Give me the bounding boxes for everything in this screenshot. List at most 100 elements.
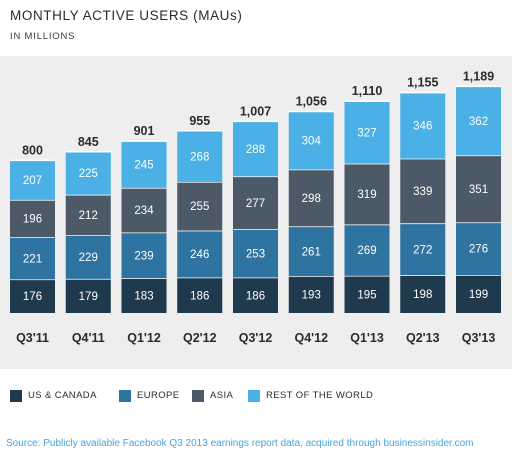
bar-segment bbox=[456, 86, 501, 156]
segment-value-label: 298 bbox=[302, 193, 321, 205]
category-tick-label: Q4'12 bbox=[294, 331, 328, 345]
bar-total-label: 800 bbox=[22, 143, 43, 157]
page-title: MONTHLY ACTIVE USERS (MAUs) bbox=[10, 8, 243, 23]
segment-value-label: 351 bbox=[469, 184, 488, 196]
segment-value-label: 221 bbox=[23, 253, 42, 265]
segment-value-label: 268 bbox=[190, 151, 209, 163]
segment-value-label: 288 bbox=[246, 144, 265, 156]
bar-total-label: 1,155 bbox=[407, 76, 438, 90]
bar-segment bbox=[288, 226, 334, 277]
bar-segment bbox=[344, 224, 390, 276]
bar-segment bbox=[233, 229, 278, 278]
bar-segment bbox=[121, 232, 167, 279]
legend-swatch bbox=[248, 390, 260, 402]
bar-segment bbox=[288, 276, 334, 313]
bar-segment bbox=[400, 92, 446, 159]
category-tick-label: Q3'12 bbox=[239, 331, 273, 345]
bar-segment bbox=[10, 237, 55, 280]
category-tick-label: Q4'11 bbox=[72, 331, 105, 345]
bar-segment bbox=[233, 176, 278, 230]
bar-segment bbox=[121, 278, 167, 313]
segment-value-label: 272 bbox=[413, 244, 432, 256]
bar-segment bbox=[65, 278, 111, 313]
category-tick-label: Q2'13 bbox=[406, 331, 440, 345]
bar-segment bbox=[288, 111, 334, 170]
bar-segment bbox=[233, 121, 278, 177]
legend-label: ASIA bbox=[210, 390, 234, 401]
segment-value-label: 179 bbox=[79, 291, 98, 303]
legend-label: REST OF THE WORLD bbox=[266, 390, 374, 401]
segment-value-label: 346 bbox=[413, 121, 432, 133]
segment-value-label: 362 bbox=[469, 116, 488, 128]
segment-value-label: 229 bbox=[79, 252, 98, 264]
segment-value-label: 207 bbox=[23, 175, 42, 187]
bar-segment bbox=[400, 158, 446, 224]
bar-segment bbox=[10, 279, 55, 313]
segment-value-label: 193 bbox=[302, 290, 321, 302]
legend-swatch bbox=[119, 390, 131, 402]
bar-segment bbox=[344, 275, 390, 313]
bar-segment bbox=[456, 222, 501, 276]
segment-value-label: 198 bbox=[413, 289, 432, 301]
stacked-bar-chart: 176 221 196 207 800 Q3'11 179 229 212 225 845 Q4'11… bbox=[10, 69, 501, 345]
segment-value-label: 196 bbox=[23, 214, 42, 226]
bar-total-label: 1,056 bbox=[296, 95, 327, 109]
segment-value-label: 304 bbox=[302, 136, 322, 148]
segment-value-label: 277 bbox=[246, 198, 265, 210]
bar-segment bbox=[10, 160, 55, 200]
segment-value-label: 269 bbox=[357, 245, 376, 257]
category-tick-label: Q2'12 bbox=[183, 331, 217, 345]
legend-swatch bbox=[192, 390, 204, 402]
bar-total-label: 845 bbox=[78, 135, 99, 149]
bar-total-label: 1,189 bbox=[463, 69, 494, 83]
segment-value-label: 195 bbox=[357, 289, 376, 301]
segment-value-label: 225 bbox=[79, 168, 98, 180]
category-tick-label: Q3'13 bbox=[462, 331, 496, 345]
segment-value-label: 186 bbox=[246, 290, 265, 302]
bar-segment bbox=[121, 141, 167, 188]
category-tick-label: Q3'11 bbox=[16, 331, 49, 345]
bar-segment bbox=[177, 230, 223, 278]
bar-total-label: 1,110 bbox=[352, 84, 383, 98]
segment-value-label: 339 bbox=[413, 186, 432, 198]
bar-segment bbox=[10, 199, 55, 238]
segment-value-label: 253 bbox=[246, 248, 265, 260]
bar-segment bbox=[400, 223, 446, 276]
bar-segment bbox=[177, 130, 223, 182]
bar-total-label: 1,007 bbox=[240, 104, 271, 118]
bar-total-label: 955 bbox=[189, 114, 210, 128]
bar-segment bbox=[344, 101, 390, 164]
bar-segment bbox=[456, 155, 501, 223]
segment-value-label: 276 bbox=[469, 244, 488, 256]
bar-segment bbox=[288, 169, 334, 227]
page-subtitle: IN MILLIONS bbox=[10, 31, 76, 42]
source-note: Source: Publicly available Facebook Q3 2… bbox=[6, 438, 474, 449]
legend-label: US & CANADA bbox=[28, 390, 97, 401]
bar-segment bbox=[400, 275, 446, 313]
segment-value-label: 245 bbox=[134, 159, 153, 171]
segment-value-label: 212 bbox=[79, 210, 98, 222]
bar-segment bbox=[177, 181, 223, 231]
segment-value-label: 234 bbox=[134, 205, 154, 217]
bar-segment bbox=[344, 163, 390, 225]
bar-segment bbox=[233, 277, 278, 313]
segment-value-label: 255 bbox=[190, 201, 209, 213]
category-tick-label: Q1'13 bbox=[350, 331, 384, 345]
segment-value-label: 246 bbox=[190, 249, 209, 261]
bar-segment bbox=[65, 235, 111, 279]
bar-segment bbox=[65, 151, 111, 195]
category-tick-label: Q1'12 bbox=[127, 331, 161, 345]
segment-value-label: 261 bbox=[302, 246, 321, 258]
legend-label: EUROPE bbox=[137, 390, 180, 401]
segment-value-label: 199 bbox=[469, 289, 488, 301]
bar-segment bbox=[177, 277, 223, 313]
segment-value-label: 239 bbox=[134, 250, 153, 262]
legend-swatch bbox=[10, 390, 22, 402]
bar-segment bbox=[121, 187, 167, 233]
bar-segment bbox=[456, 275, 501, 313]
segment-value-label: 319 bbox=[357, 189, 376, 201]
segment-value-label: 176 bbox=[23, 291, 42, 303]
segment-value-label: 183 bbox=[134, 291, 153, 303]
segment-value-label: 186 bbox=[190, 290, 209, 302]
segment-value-label: 327 bbox=[357, 127, 376, 139]
